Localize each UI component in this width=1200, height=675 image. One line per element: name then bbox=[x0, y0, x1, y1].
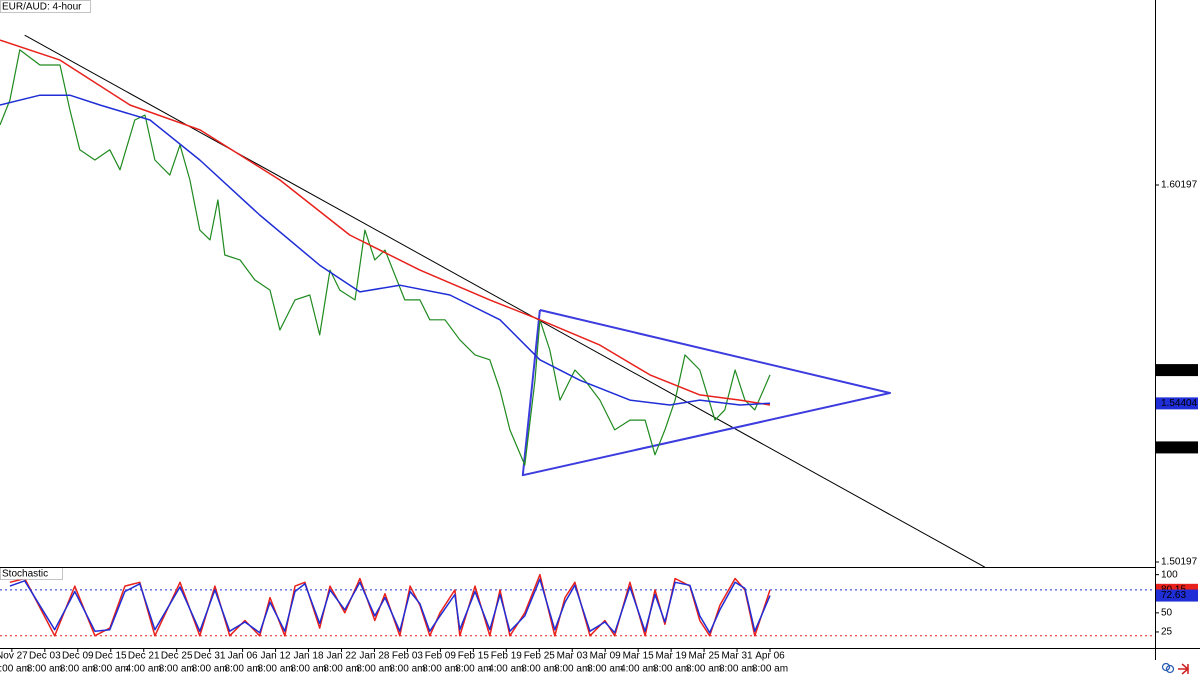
panel bbox=[0, 34, 986, 567]
x-time-label: 8:00 am bbox=[290, 664, 326, 675]
x-tick-label: Jan 18 bbox=[294, 651, 324, 662]
drawing-line bbox=[24, 34, 986, 567]
x-tick-label: Dec 21 bbox=[128, 651, 160, 662]
x-tick-label: Apr 06 bbox=[755, 651, 785, 662]
x-tick-label: Jan 06 bbox=[228, 651, 258, 662]
price-label-box bbox=[1156, 364, 1198, 377]
x-time-label: 8:00 am bbox=[225, 664, 261, 675]
price-label-box bbox=[1156, 441, 1198, 454]
x-tick-label: Mar 25 bbox=[689, 651, 721, 662]
x-time-label: 8:00 am bbox=[653, 664, 689, 675]
x-tick-label: Dec 03 bbox=[29, 651, 61, 662]
x-time-label: 4:00 am bbox=[126, 664, 162, 675]
x-time-label: 8:00 am bbox=[389, 664, 425, 675]
y-tick-label: 1.60197 bbox=[1161, 180, 1198, 191]
y-tick-label: 100 bbox=[1161, 569, 1178, 580]
x-time-label: 8:00 am bbox=[323, 664, 359, 675]
x-tick-label: Feb 03 bbox=[392, 651, 424, 662]
price-label: 1.55287 bbox=[1161, 365, 1198, 376]
x-tick-label: Jan 28 bbox=[359, 651, 389, 662]
x-time-label: 8:00 am bbox=[719, 664, 755, 675]
x-time-label: 8:00 am bbox=[0, 664, 30, 675]
price-label-box bbox=[1156, 589, 1198, 602]
x-tick-label: Nov 27 bbox=[0, 651, 28, 662]
x-tick-label: Dec 09 bbox=[62, 651, 94, 662]
price-label: 72.63 bbox=[1161, 590, 1186, 601]
panel-title: EUR/AUD: 4-hour bbox=[2, 2, 82, 13]
x-time-label: 8:00 am bbox=[587, 664, 623, 675]
x-time-label: 8:00 am bbox=[27, 664, 63, 675]
x-time-label: 8:00 am bbox=[257, 664, 293, 675]
x-tick-label: Mar 31 bbox=[721, 651, 753, 662]
x-tick-label: Feb 25 bbox=[524, 651, 556, 662]
x-time-label: 8:00 am bbox=[422, 664, 458, 675]
price-label: 1.54404 bbox=[1161, 398, 1198, 409]
drawing-line bbox=[521, 309, 891, 477]
x-time-label: 8:00 am bbox=[521, 664, 557, 675]
x-tick-label: Dec 31 bbox=[194, 651, 226, 662]
series-line bbox=[0, 94, 771, 406]
x-tick-label: Mar 19 bbox=[656, 651, 688, 662]
x-time-label: 4:00 am bbox=[620, 664, 656, 675]
toolbar-icons[interactable] bbox=[1161, 662, 1190, 675]
x-tick-label: Mar 15 bbox=[623, 651, 655, 662]
y-tick-label: 50 bbox=[1161, 607, 1173, 618]
price-label-box bbox=[1156, 397, 1198, 410]
x-time-label: 8:00 am bbox=[455, 664, 491, 675]
panel-title: Stochastic bbox=[2, 569, 48, 580]
x-tick-label: Feb 15 bbox=[458, 651, 490, 662]
x-time-label: 8:00 am bbox=[356, 664, 392, 675]
series-line bbox=[9, 573, 771, 637]
y-tick-label: 1.50197 bbox=[1161, 557, 1198, 568]
x-time-label: 8:00 am bbox=[686, 664, 722, 675]
series-line bbox=[0, 39, 771, 406]
x-time-label: 4:00 am bbox=[488, 664, 524, 675]
price-label: 1.53236 bbox=[1161, 442, 1198, 453]
x-tick-label: Dec 25 bbox=[161, 651, 193, 662]
title-box bbox=[0, 0, 91, 13]
series-line bbox=[9, 578, 771, 634]
panel bbox=[0, 573, 1155, 637]
x-tick-label: Mar 09 bbox=[590, 651, 622, 662]
x-tick-label: Dec 15 bbox=[95, 651, 127, 662]
x-time-label: 8:00 am bbox=[192, 664, 228, 675]
x-tick-label: Jan 12 bbox=[261, 651, 291, 662]
x-time-label: 8:00 am bbox=[159, 664, 195, 675]
x-time-label: 8:00 am bbox=[554, 664, 590, 675]
x-tick-label: Feb 09 bbox=[425, 651, 457, 662]
x-tick-label: Mar 03 bbox=[557, 651, 589, 662]
x-tick-label: Feb 19 bbox=[491, 651, 523, 662]
x-time-label: 8:00 am bbox=[60, 664, 96, 675]
x-tick-label: Jan 22 bbox=[326, 651, 356, 662]
x-time-label: 8:00 am bbox=[93, 664, 129, 675]
x-time-label: 8:00 am bbox=[752, 664, 788, 675]
y-tick-label: 25 bbox=[1161, 627, 1173, 638]
